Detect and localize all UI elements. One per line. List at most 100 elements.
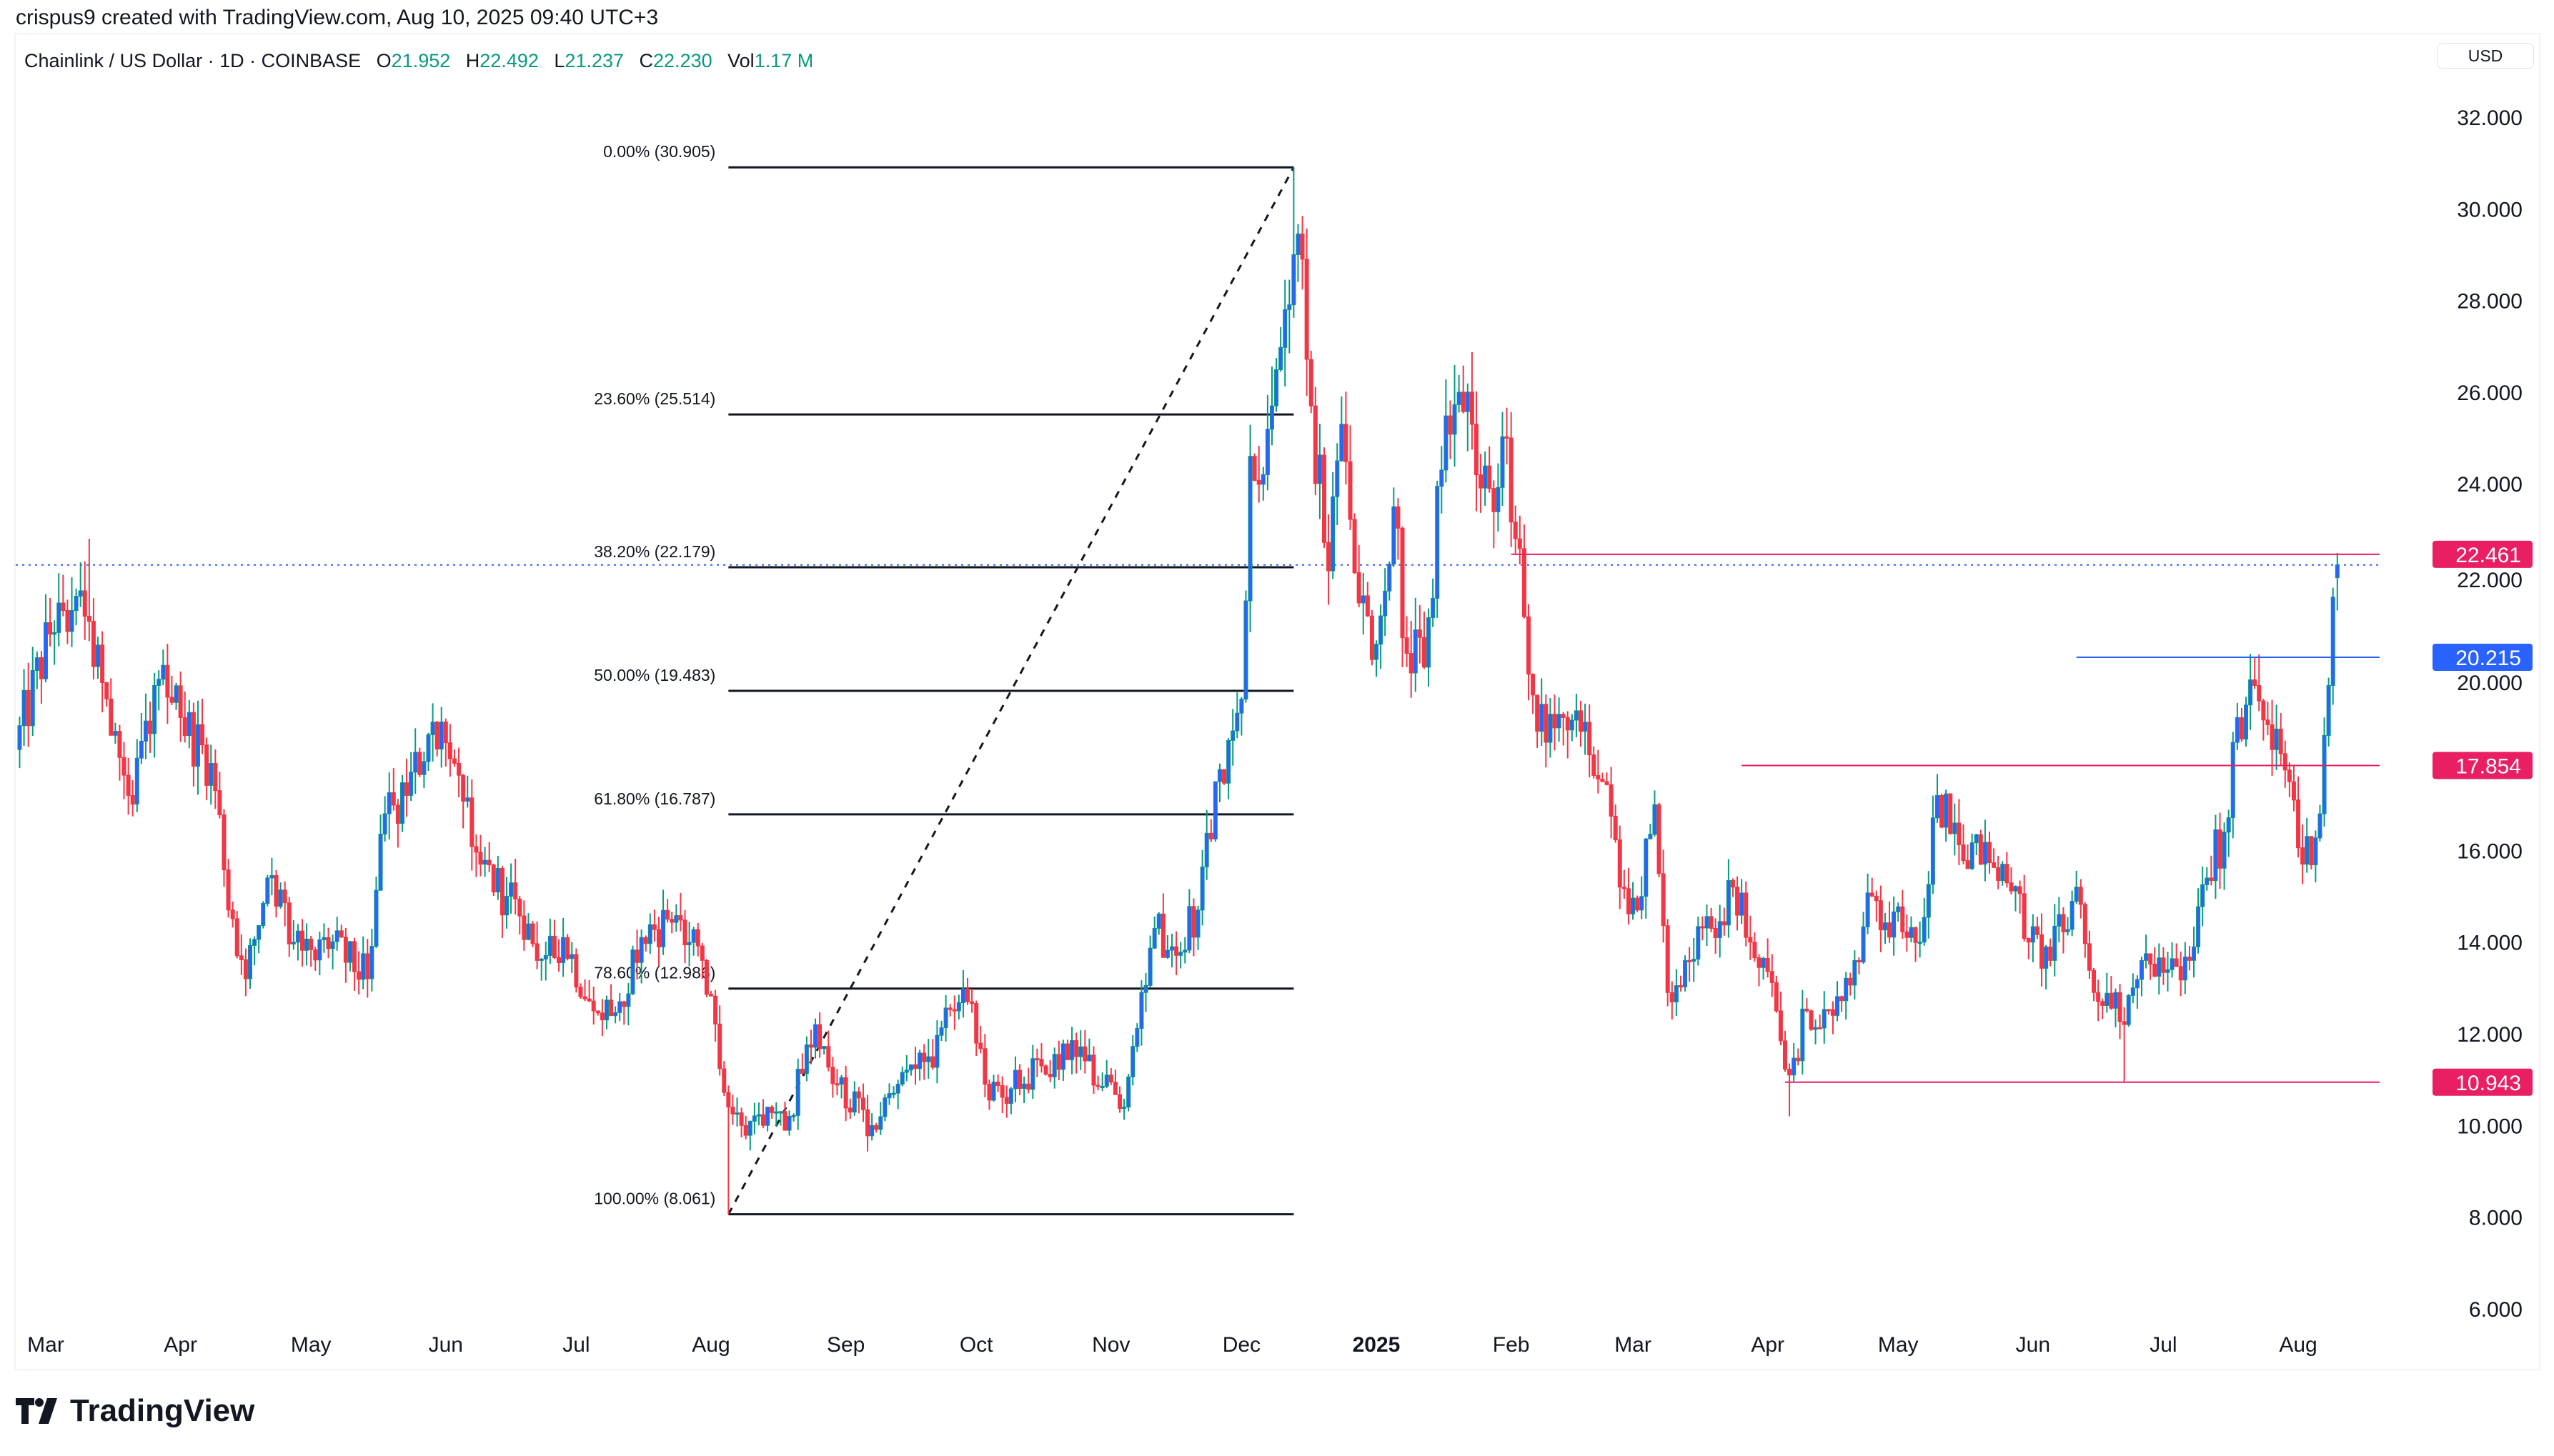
candle-down: [443, 718, 448, 767]
candle-up: [2226, 809, 2231, 857]
candle-down: [2048, 938, 2053, 967]
candle-body: [1896, 906, 1901, 912]
candle-down: [1004, 1085, 1009, 1118]
candle-down: [860, 1083, 865, 1122]
candle-body: [1161, 913, 1166, 958]
candle-body: [878, 1116, 883, 1130]
candle-body: [656, 929, 661, 947]
candle-up: [1431, 578, 1436, 627]
candle-body: [1987, 842, 1992, 864]
price-axis-tick: 26.000: [2457, 382, 2523, 405]
candle-body: [874, 1125, 879, 1130]
candle-body: [1817, 1027, 1822, 1029]
candle-body: [2252, 679, 2257, 686]
candle-body: [365, 953, 370, 979]
candle-body: [704, 959, 709, 995]
candle-body: [1934, 794, 1939, 819]
candle-down: [395, 799, 400, 848]
candle-down: [609, 984, 614, 1017]
candle-up: [791, 1113, 796, 1122]
candle-body: [918, 1052, 923, 1069]
candle-body: [2205, 877, 2210, 885]
candle-down: [552, 919, 557, 959]
candle-body: [2048, 946, 2053, 961]
candle-up: [1156, 912, 1161, 935]
candle-body: [956, 1002, 961, 1012]
candle-down: [1026, 1067, 1031, 1094]
candle-down: [1656, 802, 1661, 877]
candle-up: [804, 1036, 809, 1082]
candle-body: [1335, 460, 1340, 497]
candle-body: [1456, 392, 1461, 406]
candle-down: [2174, 943, 2179, 967]
candle-body: [152, 684, 157, 734]
candle-body: [730, 1107, 735, 1115]
candle-body: [1400, 527, 1405, 639]
candle-body: [822, 1046, 827, 1049]
candle-body: [1287, 304, 1292, 310]
candle-body: [2009, 882, 2014, 892]
candle-down: [213, 749, 218, 809]
candle-down: [48, 598, 53, 647]
candle-body: [709, 994, 714, 997]
candle-down: [782, 1101, 787, 1131]
candle-body: [1974, 834, 1979, 844]
open-value: 21.952: [391, 50, 451, 71]
candle-body: [1835, 996, 1840, 1016]
candle-up: [2165, 952, 2170, 992]
candle-body: [739, 1112, 744, 1126]
currency-button[interactable]: USD: [2437, 43, 2534, 69]
candle-up: [2305, 817, 2310, 873]
price-level-tag: [2433, 752, 2533, 779]
candle-body: [1269, 405, 1274, 430]
candle-up: [1387, 561, 1392, 601]
candle-down: [1596, 749, 1601, 794]
candle-body: [2044, 946, 2049, 969]
candle-up: [261, 901, 266, 929]
candle-up: [2248, 654, 2253, 730]
candle-down: [1513, 505, 1518, 554]
candle-body: [722, 1068, 727, 1093]
candle-down: [1117, 1086, 1122, 1113]
candle-down: [1700, 916, 1705, 941]
candle-body: [1183, 949, 1188, 953]
candle-body: [578, 987, 583, 997]
candle-down: [313, 947, 318, 971]
candle-down: [365, 939, 370, 998]
candle-body: [1939, 794, 1944, 828]
time-axis-label: Jul: [2150, 1333, 2177, 1357]
candle-down: [1752, 932, 1757, 962]
candle-down: [1517, 515, 1522, 565]
candle-body: [1644, 838, 1649, 897]
candle-body: [1913, 927, 1918, 943]
candle-down: [848, 1098, 853, 1120]
candle-up: [174, 682, 179, 710]
candle-down: [1474, 391, 1479, 512]
candle-down: [1108, 1067, 1113, 1085]
candle-up: [991, 1074, 996, 1102]
candle-body: [465, 797, 470, 802]
candle-down: [1404, 616, 1409, 667]
candle-body: [1326, 542, 1331, 572]
candle-body: [1587, 722, 1592, 756]
candle-down: [491, 863, 496, 897]
candle-body: [526, 923, 531, 940]
candle-up: [1226, 737, 1231, 799]
candle-body: [2287, 769, 2292, 782]
candle-up: [839, 1074, 844, 1099]
candle-body: [2230, 742, 2235, 819]
candle-down: [2039, 913, 2044, 987]
candle-up: [2196, 888, 2201, 954]
candle-down: [1857, 957, 1862, 974]
candle-down: [1252, 453, 1257, 482]
candle-down: [1957, 799, 1962, 865]
candle-body: [2013, 886, 2018, 892]
candle-down: [287, 897, 292, 957]
candle-up: [870, 1113, 875, 1141]
candle-up: [1122, 1098, 1127, 1120]
candle-body: [439, 722, 444, 750]
candle-down: [922, 1044, 927, 1080]
tradingview-logo[interactable]: TradingView: [16, 1393, 254, 1429]
candle-up: [295, 924, 300, 961]
